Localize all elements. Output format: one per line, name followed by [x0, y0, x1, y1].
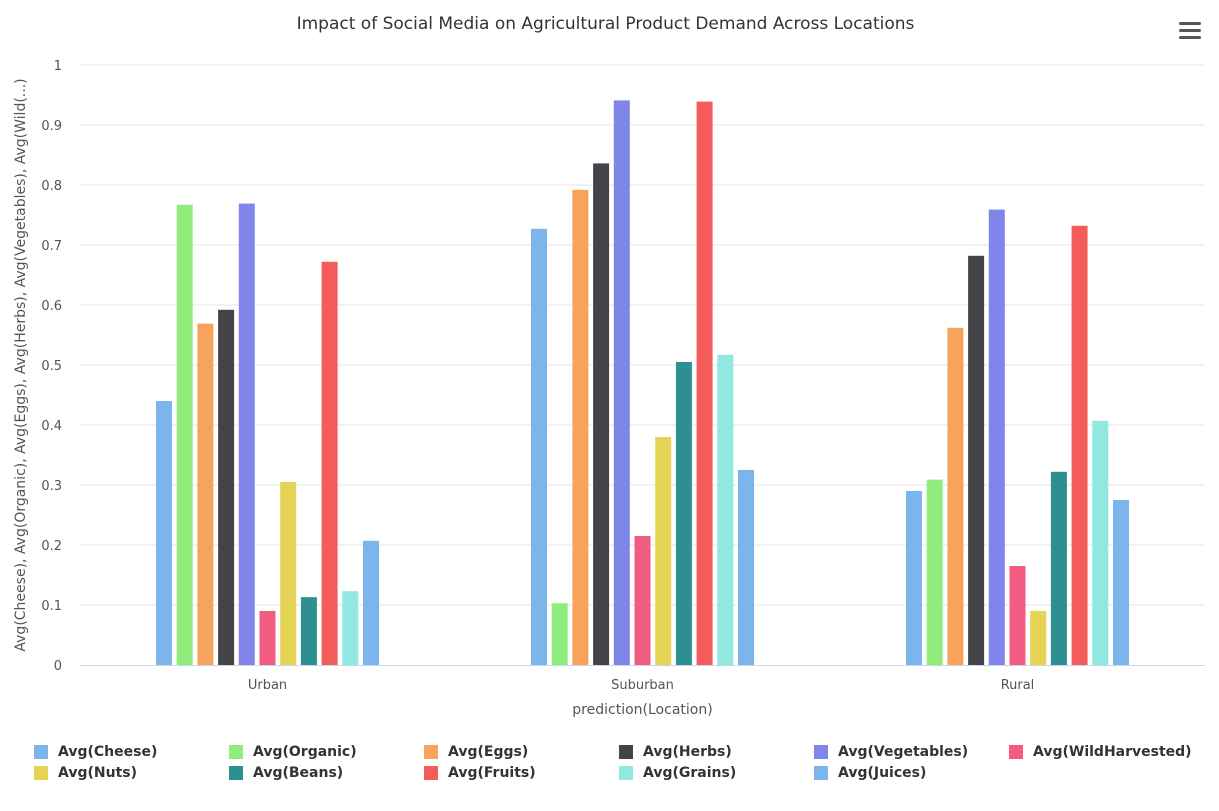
bar-avgvegetables-suburban[interactable] — [613, 100, 630, 665]
legend-label: Avg(Juices) — [838, 765, 927, 781]
bar-avgorganic-urban[interactable] — [176, 204, 193, 666]
legend-swatch — [1009, 745, 1023, 759]
bar-avgjuices-urban[interactable] — [363, 540, 379, 665]
legend-item[interactable]: Avg(Juices) — [814, 765, 926, 781]
legend-label: Avg(Cheese) — [58, 744, 158, 760]
bar-avgnuts-suburban[interactable] — [655, 437, 672, 665]
legend-label: Avg(Vegetables) — [838, 744, 969, 760]
legend-label: Avg(Nuts) — [58, 765, 137, 781]
bar-avgorganic-rural[interactable] — [926, 479, 943, 665]
bar-avgjuices-rural[interactable] — [1113, 500, 1129, 665]
bar-avgbeans-rural[interactable] — [1050, 471, 1067, 665]
legend-swatch — [814, 745, 828, 759]
legend-item[interactable]: Avg(Organic) — [229, 744, 357, 760]
legend-item[interactable]: Avg(Herbs) — [619, 744, 732, 760]
legend-item[interactable]: Avg(Vegetables) — [814, 744, 968, 760]
chart-plot-area: 0 0.1 0.2 0.3 0.4 0.5 0.6 0.7 0.8 0.9 1 Urban Subur… — [13, 59, 1205, 718]
legend-item[interactable]: Avg(Eggs) — [424, 744, 528, 760]
bar-avgcheese-suburban[interactable] — [531, 228, 547, 666]
y-axis-title: Avg(Cheese), Avg(Organic), Avg(Eggs), Av… — [13, 78, 29, 651]
x-axis-title: prediction(Location) — [572, 702, 712, 718]
legend-label: Avg(Organic) — [253, 744, 357, 760]
bar-avgfruits-rural[interactable] — [1071, 225, 1088, 666]
bar-avgeggs-urban[interactable] — [197, 323, 214, 665]
bar-avgnuts-rural[interactable] — [1030, 611, 1047, 665]
legend-swatch — [424, 745, 438, 759]
legend-label: Avg(WildHarvested) — [1033, 744, 1192, 760]
y-tick-label: 0.2 — [41, 539, 62, 554]
legend-label: Avg(Herbs) — [643, 744, 732, 760]
bar-avgherbs-rural[interactable] — [968, 255, 985, 666]
y-tick-label: 0.4 — [41, 419, 62, 434]
bar-avgeggs-rural[interactable] — [947, 327, 964, 665]
y-tick-label: 0.8 — [41, 179, 62, 194]
bar-avgbeans-urban[interactable] — [300, 597, 317, 665]
legend-swatch — [619, 745, 633, 759]
x-tick-label: Urban — [248, 678, 287, 693]
bar-avgwildharvested-urban[interactable] — [259, 611, 276, 665]
bar-avgherbs-suburban[interactable] — [593, 163, 610, 665]
y-tick-label: 0.6 — [41, 299, 62, 314]
legend-label: Avg(Beans) — [253, 765, 344, 781]
bar-avgherbs-urban[interactable] — [218, 309, 235, 665]
grid-lines — [80, 64, 1205, 606]
legend-swatch — [229, 766, 243, 780]
legend-item[interactable]: Avg(Fruits) — [424, 765, 536, 781]
chart-title: Impact of Social Media on Agricultural P… — [296, 14, 915, 34]
hamburger-menu-icon[interactable] — [1179, 22, 1203, 44]
x-tick-label: Rural — [1001, 678, 1035, 693]
y-tick-label: 0.3 — [41, 479, 62, 494]
legend-item[interactable]: Avg(Grains) — [619, 765, 736, 781]
bar-avgeggs-suburban[interactable] — [572, 189, 589, 666]
legend-swatch — [424, 766, 438, 780]
x-tick-label: Suburban — [611, 678, 674, 693]
bar-avgnuts-urban[interactable] — [280, 482, 297, 665]
legend-item[interactable]: Avg(Cheese) — [34, 744, 157, 760]
bar-avgvegetables-urban[interactable] — [238, 203, 255, 665]
legend-swatch — [229, 745, 243, 759]
bar-avggrains-rural[interactable] — [1092, 420, 1109, 665]
bar-avgwildharvested-suburban[interactable] — [634, 536, 651, 665]
y-tick-label: 0.5 — [41, 359, 62, 374]
legend-item[interactable]: Avg(Beans) — [229, 765, 343, 781]
bar-avgfruits-urban[interactable] — [321, 261, 338, 665]
bar-avgcheese-rural[interactable] — [906, 491, 922, 665]
legend-label: Avg(Fruits) — [448, 765, 536, 781]
y-axis-ticks: 0 0.1 0.2 0.3 0.4 0.5 0.6 0.7 0.8 0.9 1 — [41, 59, 62, 674]
legend-swatch — [814, 766, 828, 780]
y-tick-label: 0.1 — [41, 599, 62, 614]
bar-avgcheese-urban[interactable] — [156, 401, 172, 665]
bar-avgwildharvested-rural[interactable] — [1009, 566, 1026, 665]
legend-swatch — [34, 766, 48, 780]
bar-avggrains-urban[interactable] — [342, 591, 359, 665]
bar-avgvegetables-rural[interactable] — [988, 209, 1005, 665]
bar-avgfruits-suburban[interactable] — [696, 101, 713, 666]
legend-label: Avg(Grains) — [643, 765, 737, 781]
bar-avgjuices-suburban[interactable] — [738, 470, 754, 665]
legend-label: Avg(Eggs) — [448, 744, 529, 760]
y-tick-label: 1 — [54, 59, 62, 74]
bar-avggrains-suburban[interactable] — [717, 354, 734, 665]
y-tick-label: 0.9 — [41, 119, 62, 134]
x-axis-ticks: Urban Suburban Rural — [248, 678, 1034, 693]
legend-item[interactable]: Avg(WildHarvested) — [1009, 744, 1192, 760]
legend-swatch — [34, 745, 48, 759]
legend-swatch — [619, 766, 633, 780]
bar-avgorganic-suburban[interactable] — [551, 603, 568, 665]
legend-item[interactable]: Avg(Nuts) — [34, 765, 137, 781]
y-tick-label: 0 — [54, 659, 62, 674]
y-tick-label: 0.7 — [41, 239, 62, 254]
bar-avgbeans-suburban[interactable] — [675, 362, 692, 665]
bars — [156, 100, 1129, 666]
